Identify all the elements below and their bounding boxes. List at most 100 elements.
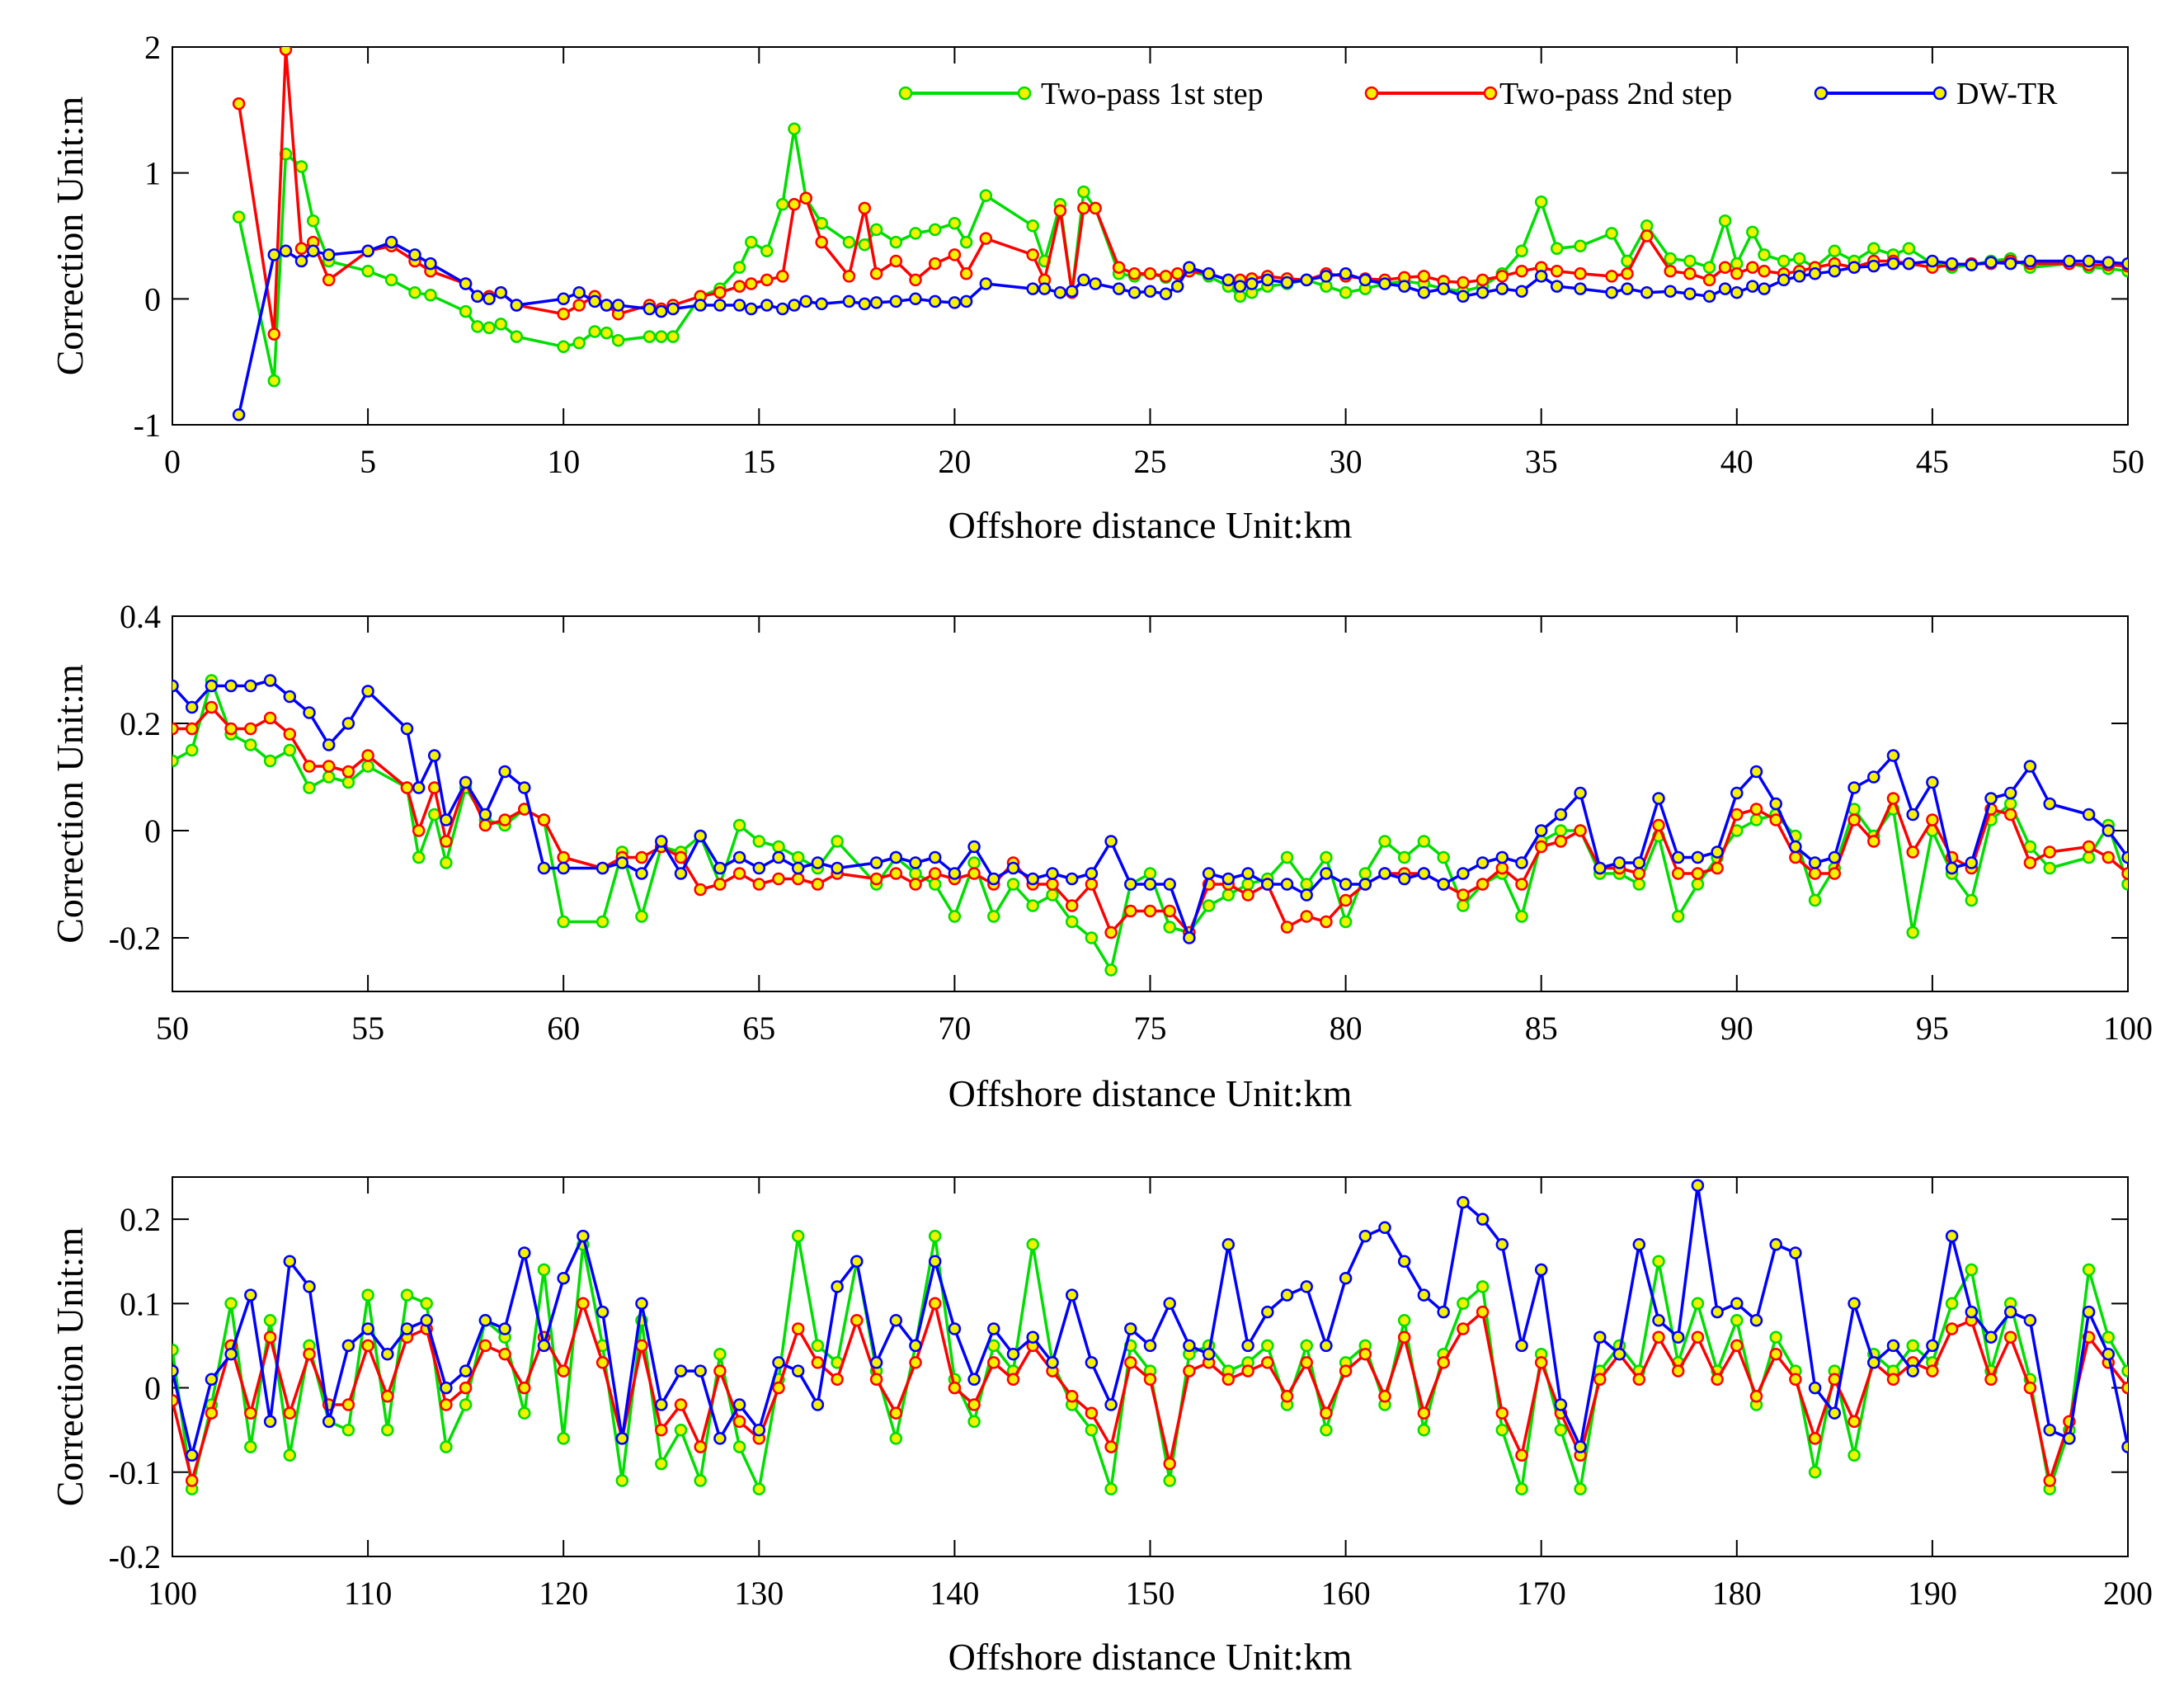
data-point-two-pass-2nd-step	[1926, 813, 1939, 826]
data-point-dw-tr	[694, 829, 707, 843]
data-point-two-pass-2nd-step	[1906, 845, 1919, 859]
data-point-dw-tr	[459, 775, 473, 789]
data-point-dw-tr	[752, 1423, 766, 1437]
data-point-two-pass-1st-step	[232, 210, 246, 224]
data-point-two-pass-2nd-step	[655, 1423, 668, 1437]
data-point-two-pass-1st-step	[1163, 921, 1176, 934]
legend-label-dw-tr: DW-TR	[1956, 77, 2058, 111]
data-point-two-pass-1st-step	[1026, 899, 1039, 912]
data-point-two-pass-2nd-step	[440, 1398, 453, 1411]
data-point-two-pass-1st-step	[1065, 915, 1079, 929]
data-point-two-pass-2nd-step	[1104, 1440, 1118, 1453]
data-point-two-pass-2nd-step	[1320, 915, 1333, 929]
x-tick-label: 20	[938, 443, 971, 480]
data-point-two-pass-2nd-step	[2043, 1474, 2056, 1487]
data-point-two-pass-2nd-step	[557, 850, 570, 864]
x-tick-label: 180	[1712, 1575, 1762, 1612]
data-point-two-pass-2nd-step	[1077, 201, 1090, 215]
data-point-two-pass-1st-step	[1902, 242, 1916, 256]
data-point-dw-tr	[595, 1305, 610, 1319]
data-point-dw-tr	[185, 700, 199, 714]
x-tick-label: 160	[1321, 1575, 1371, 1612]
data-point-two-pass-2nd-step	[760, 273, 774, 287]
data-point-two-pass-1st-step	[306, 214, 320, 228]
data-point-two-pass-2nd-step	[1457, 888, 1470, 902]
data-point-two-pass-2nd-step	[831, 1373, 844, 1387]
data-point-dw-tr	[518, 1246, 531, 1260]
data-point-two-pass-2nd-step	[232, 97, 246, 111]
data-point-two-pass-1st-step	[1104, 1482, 1118, 1495]
data-point-dw-tr	[1945, 257, 1959, 271]
x-tick-label: 110	[344, 1575, 393, 1612]
data-point-two-pass-1st-step	[2121, 878, 2128, 891]
data-point-two-pass-1st-step	[979, 189, 993, 202]
data-point-dw-tr	[2023, 1314, 2037, 1327]
data-point-two-pass-2nd-step	[909, 1356, 922, 1369]
data-point-two-pass-2nd-step	[1495, 861, 1509, 875]
data-point-two-pass-2nd-step	[752, 878, 766, 891]
data-point-dw-tr	[172, 679, 179, 693]
data-point-two-pass-1st-step	[361, 264, 374, 278]
data-point-two-pass-1st-step	[557, 1432, 570, 1445]
data-point-two-pass-2nd-step	[172, 1394, 179, 1407]
x-tick-label: 35	[1525, 443, 1558, 480]
data-point-two-pass-2nd-step	[788, 198, 801, 211]
data-point-two-pass-2nd-step	[557, 307, 570, 321]
data-point-two-pass-2nd-step	[478, 818, 492, 832]
data-point-two-pass-1st-step	[1397, 1314, 1411, 1327]
y-tick-label: -0.1	[109, 1454, 161, 1491]
data-point-dw-tr	[611, 299, 625, 312]
data-point-dw-tr	[1053, 285, 1067, 299]
data-point-two-pass-1st-step	[1457, 899, 1470, 912]
data-point-dw-tr	[408, 248, 421, 261]
data-point-two-pass-2nd-step	[1632, 867, 1646, 880]
data-point-dw-tr	[1671, 850, 1685, 864]
x-tick-label: 100	[148, 1575, 197, 1612]
data-point-two-pass-2nd-step	[889, 867, 903, 880]
y-axis-label: Correction Unit:m	[49, 1227, 91, 1507]
data-point-dw-tr	[384, 235, 398, 249]
data-point-dw-tr	[494, 285, 508, 299]
data-point-dw-tr	[1339, 1271, 1353, 1285]
data-point-two-pass-1st-step	[1046, 888, 1059, 902]
data-point-dw-tr	[1867, 1356, 1880, 1369]
data-point-two-pass-2nd-step	[1746, 261, 1759, 274]
data-point-two-pass-2nd-step	[498, 1347, 511, 1361]
data-point-two-pass-2nd-step	[1417, 270, 1431, 283]
data-point-two-pass-2nd-step	[1280, 1390, 1294, 1403]
data-point-two-pass-1st-step	[811, 1339, 825, 1353]
data-point-dw-tr	[1300, 1280, 1313, 1293]
data-point-dw-tr	[361, 685, 374, 698]
data-point-two-pass-1st-step	[1339, 285, 1353, 299]
data-point-two-pass-2nd-step	[1554, 835, 1568, 848]
x-tick-label: 140	[930, 1575, 979, 1612]
data-point-dw-tr	[842, 294, 856, 308]
data-point-dw-tr	[889, 294, 903, 308]
data-point-dw-tr	[1046, 1356, 1059, 1369]
data-point-dw-tr	[2121, 850, 2128, 864]
data-point-dw-tr	[2082, 1305, 2096, 1319]
legend: Two-pass 1st step Two-pass 2nd step DW-T…	[898, 77, 2058, 111]
x-tick-label: 45	[1916, 443, 1949, 480]
data-point-two-pass-1st-step	[1758, 248, 1771, 261]
data-point-two-pass-1st-step	[842, 235, 856, 249]
data-point-two-pass-1st-step	[518, 1406, 531, 1420]
data-point-two-pass-2nd-step	[889, 1406, 903, 1420]
data-point-two-pass-1st-step	[967, 1415, 981, 1429]
x-tick-label: 85	[1525, 1010, 1558, 1047]
data-point-two-pass-1st-step	[815, 216, 828, 230]
data-point-dw-tr	[185, 1448, 199, 1462]
data-point-dw-tr	[1233, 280, 1247, 293]
data-point-two-pass-2nd-step	[1378, 1390, 1391, 1403]
data-point-two-pass-2nd-step	[1457, 275, 1470, 290]
data-point-dw-tr	[1261, 878, 1274, 891]
data-point-dw-tr	[1886, 1339, 1900, 1353]
data-point-two-pass-1st-step	[1652, 1255, 1665, 1268]
data-point-two-pass-1st-step	[1828, 244, 1842, 258]
data-point-two-pass-2nd-step	[694, 1440, 707, 1453]
data-point-dw-tr	[928, 294, 942, 308]
data-point-two-pass-1st-step	[666, 330, 680, 343]
data-point-two-pass-1st-step	[471, 320, 484, 333]
data-point-dw-tr	[1749, 765, 1763, 779]
